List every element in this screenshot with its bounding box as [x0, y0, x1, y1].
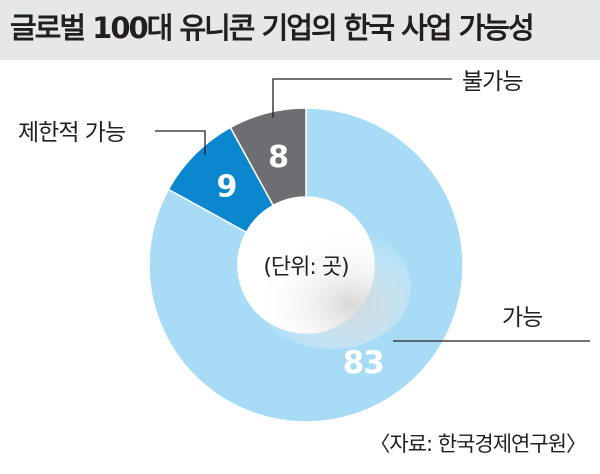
value-label-제한적-가능: 9: [217, 169, 237, 204]
source-note: 〈자료: 한국경제연구원〉: [369, 432, 587, 456]
unit-note: (단위: 곳): [263, 255, 348, 280]
category-label-가능: 가능: [502, 305, 542, 331]
chart-title: 글로벌 100대 유니콘 기업의 한국 사업 가능성: [10, 11, 535, 45]
category-label-제한적-가능: 제한적 가능: [18, 120, 125, 146]
leader-line-불가능: [272, 78, 452, 118]
title-bar: [0, 0, 600, 60]
value-label-불가능: 8: [268, 140, 288, 175]
slice-불가능: [229, 107, 307, 207]
category-label-불가능: 불가능: [462, 69, 522, 95]
leader-line-제한적-가능: [155, 130, 206, 155]
hole-shadow: [251, 225, 411, 349]
value-label-가능: 83: [343, 345, 384, 381]
